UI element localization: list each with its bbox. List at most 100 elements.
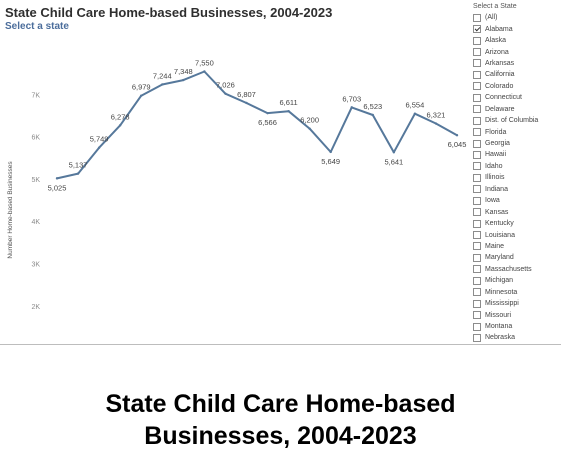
checkbox[interactable] [473, 253, 481, 262]
filter-item[interactable]: Louisiana [472, 229, 561, 240]
checkbox[interactable] [473, 128, 481, 137]
filter-item[interactable]: Colorado [472, 81, 561, 92]
checkbox[interactable] [473, 162, 481, 171]
filter-item-label: Mississippi [485, 300, 519, 308]
select-state-link[interactable]: Select a state [5, 21, 69, 32]
filter-item[interactable]: Dist. of Columbia [472, 115, 561, 126]
data-point[interactable] [434, 122, 438, 125]
checkbox[interactable] [473, 48, 481, 57]
line-chart: 2K 3K 4K 5K 6K 7K Number Home-based Businesse… [7, 59, 466, 311]
filter-item[interactable]: Delaware [472, 104, 561, 115]
checkbox[interactable] [473, 185, 481, 194]
data-point[interactable] [182, 78, 185, 82]
checkbox[interactable] [473, 82, 481, 91]
data-point[interactable] [118, 124, 122, 127]
data-point[interactable] [287, 110, 290, 113]
filter-item[interactable]: Kentucky [472, 218, 561, 229]
data-label: 6,278 [111, 112, 130, 121]
data-point[interactable] [55, 177, 59, 180]
data-label: 6,554 [406, 101, 425, 110]
checkbox[interactable] [473, 299, 481, 308]
filter-item[interactable]: Alabama [472, 23, 561, 34]
filter-item[interactable]: Connecticut [472, 92, 561, 103]
filter-item[interactable]: Indiana [472, 184, 561, 195]
checkbox[interactable] [473, 333, 481, 342]
filter-item-label: Kentucky [485, 220, 514, 228]
checkbox[interactable] [473, 36, 481, 45]
checkbox[interactable] [473, 288, 481, 297]
filter-item[interactable]: Montana [472, 321, 561, 332]
filter-item[interactable]: Iowa [472, 195, 561, 206]
checkbox[interactable] [473, 150, 481, 159]
checkbox[interactable] [473, 265, 481, 274]
checkbox[interactable] [473, 116, 481, 125]
y-tick-label: 2K [31, 304, 40, 311]
filter-item-label: Maine [485, 242, 505, 250]
data-point[interactable] [266, 111, 269, 115]
chart-title: State Child Care Home-based Businesses, … [5, 5, 333, 20]
filter-item[interactable]: Idaho [472, 161, 561, 172]
checkbox[interactable] [473, 13, 481, 22]
filter-item[interactable]: Alaska [472, 35, 561, 46]
checkbox[interactable] [473, 231, 481, 240]
filter-item[interactable]: Minnesota [472, 287, 561, 298]
filter-item[interactable]: Mississippi [472, 298, 561, 309]
data-point[interactable] [308, 127, 311, 130]
checkbox[interactable] [473, 105, 481, 114]
filter-item[interactable]: Georgia [472, 138, 561, 149]
checkbox-checked[interactable] [473, 25, 481, 34]
data-point[interactable] [329, 150, 332, 154]
checkbox[interactable] [473, 139, 481, 148]
data-point[interactable] [161, 83, 164, 86]
filter-item[interactable]: California [472, 69, 561, 80]
filter-item[interactable]: (All) [472, 12, 561, 23]
checkbox[interactable] [473, 208, 481, 217]
data-point[interactable] [245, 101, 248, 105]
filter-title: Select a State [473, 3, 517, 10]
filter-item[interactable]: Michigan [472, 275, 561, 286]
checkbox[interactable] [473, 70, 481, 79]
checkbox[interactable] [473, 196, 481, 205]
checkbox[interactable] [473, 219, 481, 228]
checkbox[interactable] [473, 173, 481, 182]
filter-item[interactable]: Maine [472, 241, 561, 252]
filter-item[interactable]: Arizona [472, 46, 561, 57]
filter-item-label: Colorado [485, 82, 514, 90]
filter-item-label: Minnesota [485, 288, 518, 296]
data-point[interactable] [224, 92, 227, 95]
y-tick-label: 7K [31, 92, 40, 99]
data-label: 7,244 [153, 71, 172, 80]
filter-item-label: Delaware [485, 105, 515, 113]
caption-line-2: Businesses, 2004-2023 [144, 422, 417, 450]
filter-item-label: Idaho [485, 162, 503, 170]
filter-item[interactable]: Hawaii [472, 149, 561, 160]
filter-item[interactable]: Massachusetts [472, 264, 561, 275]
filter-item[interactable]: Maryland [472, 252, 561, 263]
filter-item-label: Indiana [485, 185, 508, 193]
checkbox[interactable] [473, 242, 481, 251]
data-point[interactable] [413, 112, 417, 115]
filter-item[interactable]: Florida [472, 126, 561, 137]
data-point[interactable] [392, 151, 396, 154]
filter-item[interactable]: Illinois [472, 172, 561, 183]
data-point[interactable] [97, 146, 101, 149]
data-point[interactable] [140, 94, 143, 97]
filter-item[interactable]: Kansas [472, 206, 561, 217]
filter-item-label: Nebraska [485, 334, 515, 342]
viz-panel: State Child Care Home-based Businesses, … [0, 0, 561, 345]
data-point[interactable] [371, 113, 374, 117]
data-point[interactable] [203, 70, 206, 73]
filter-item[interactable]: Nebraska [472, 332, 561, 343]
data-point[interactable] [455, 133, 459, 137]
checkbox[interactable] [473, 276, 481, 285]
y-tick-label: 5K [31, 177, 40, 184]
checkbox[interactable] [473, 93, 481, 102]
checkbox[interactable] [473, 59, 481, 68]
checkbox[interactable] [473, 311, 481, 320]
data-point[interactable] [76, 172, 80, 175]
data-label: 5,749 [90, 135, 109, 144]
filter-item[interactable]: Missouri [472, 309, 561, 320]
filter-item[interactable]: Arkansas [472, 58, 561, 69]
checkbox[interactable] [473, 322, 481, 331]
data-point[interactable] [350, 106, 353, 109]
